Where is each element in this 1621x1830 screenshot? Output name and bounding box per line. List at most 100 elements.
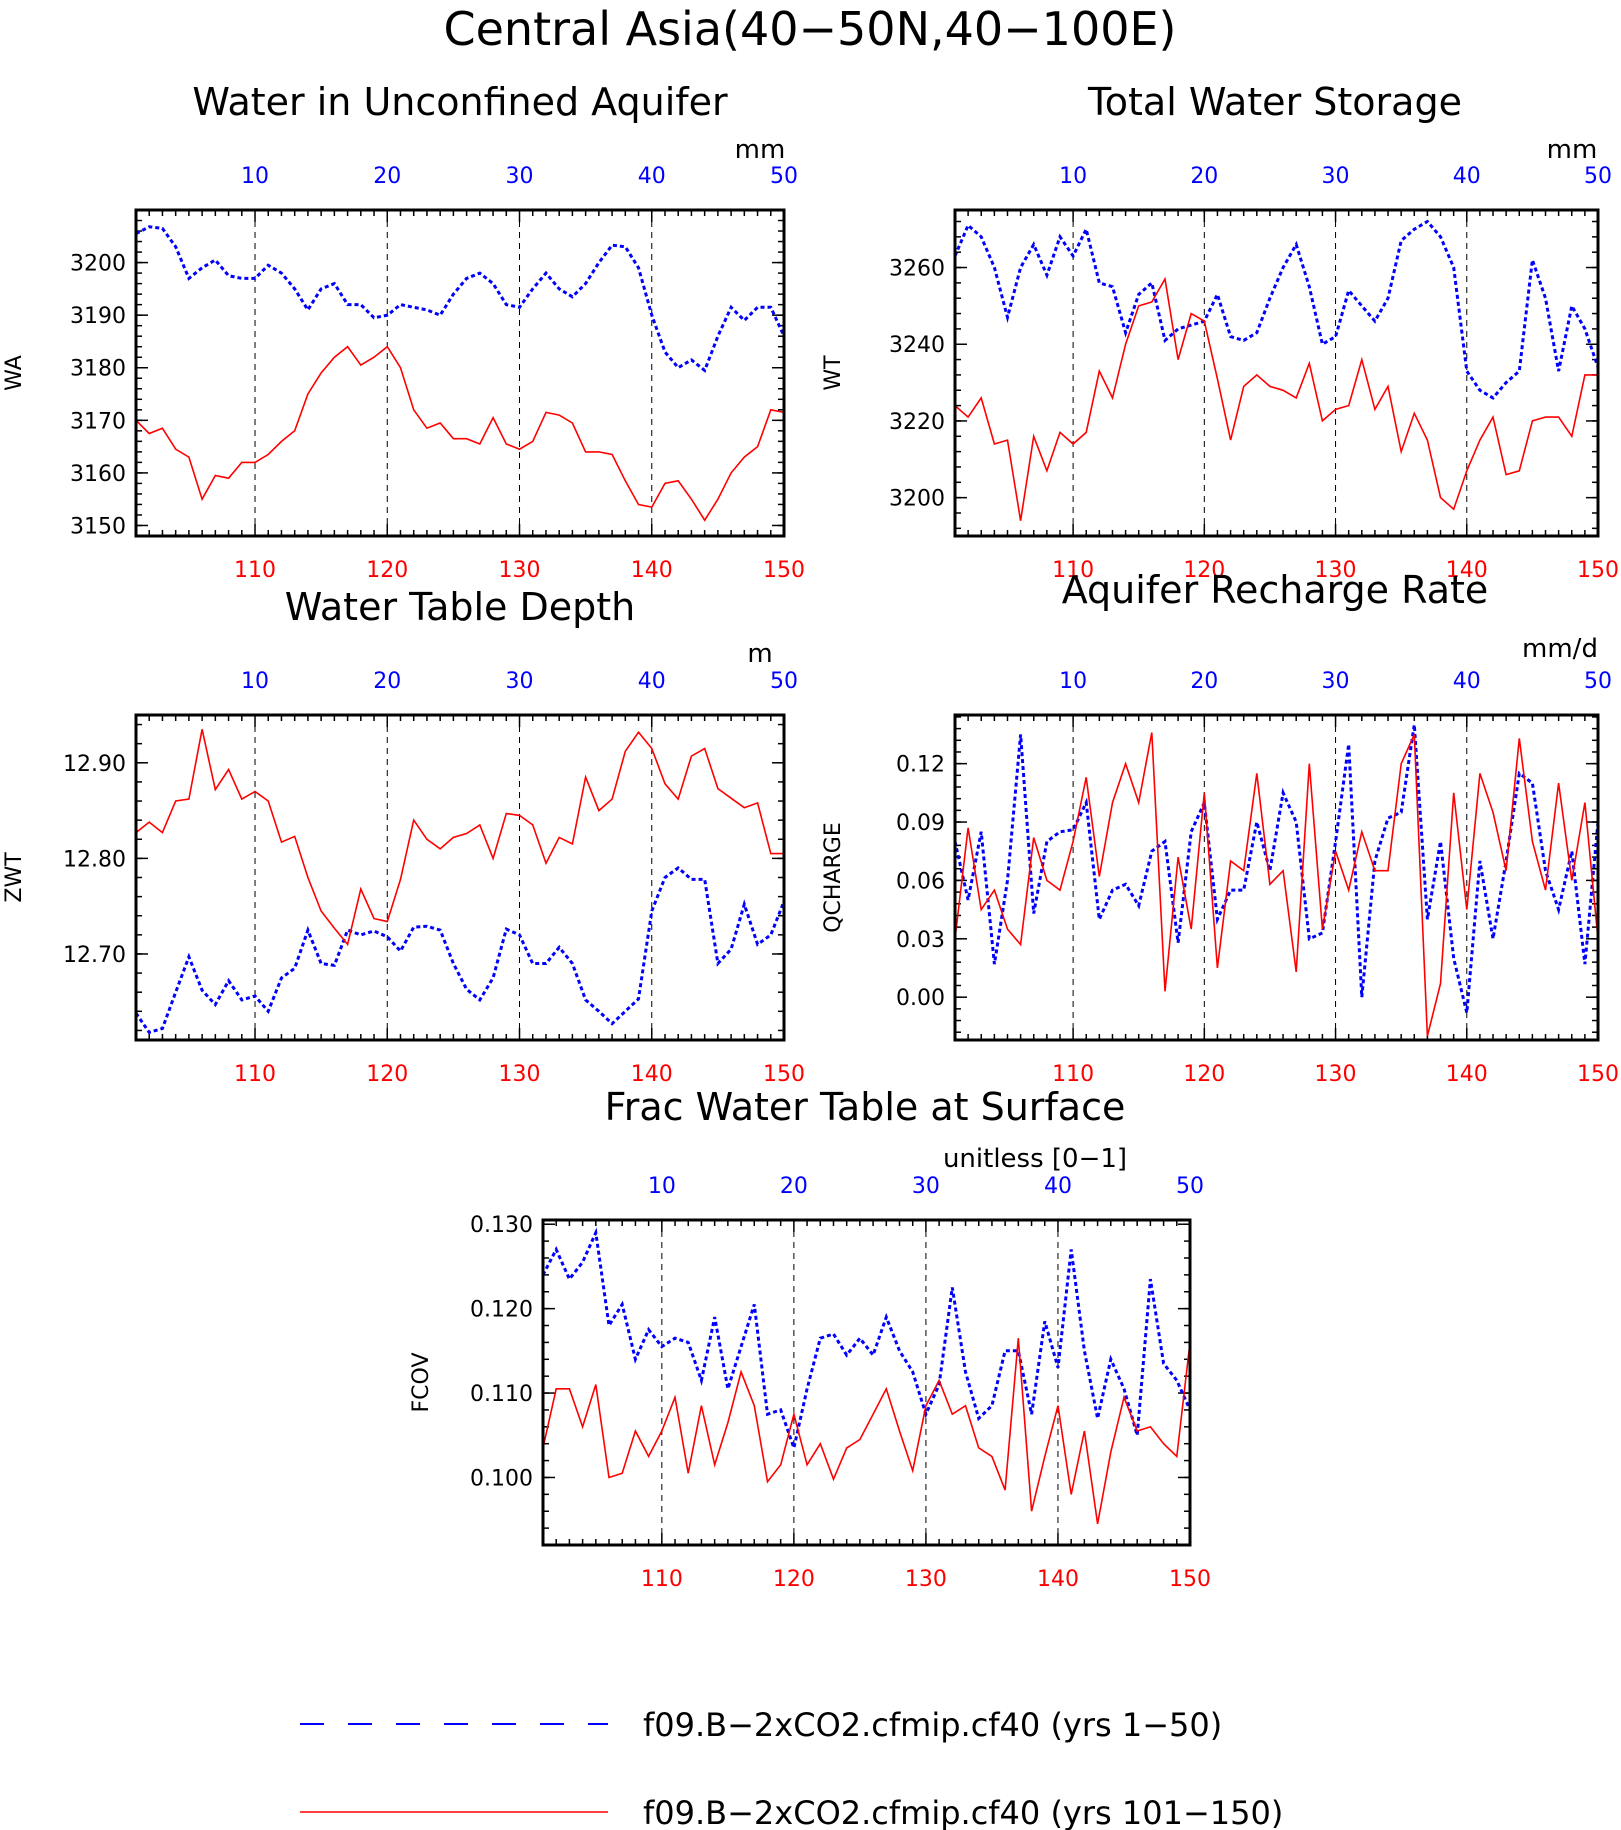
panel-title: Water in Unconfined Aquifer <box>192 80 728 124</box>
top-tick-label: 30 <box>506 669 534 694</box>
top-tick-label: 40 <box>638 164 666 189</box>
bottom-tick-label: 150 <box>763 558 805 583</box>
y-tick-label: 0.110 <box>470 1382 533 1407</box>
plot-frame <box>953 713 1600 1042</box>
top-tick-label: 50 <box>770 164 798 189</box>
bottom-tick-label: 130 <box>1315 558 1357 583</box>
legend: f09.B−2xCO2.cfmip.cf40 (yrs 1−50) f09.B−… <box>300 1706 1283 1830</box>
series-line-yrs-101-150 <box>542 1338 1191 1525</box>
series-line-yrs-101-150 <box>135 345 785 522</box>
plot-frame <box>953 208 1600 538</box>
top-tick-label: 50 <box>1584 164 1612 189</box>
bottom-tick-label: 130 <box>499 558 541 583</box>
y-tick-label: 0.09 <box>896 811 945 836</box>
y-tick-label: 0.130 <box>470 1213 533 1238</box>
panel-total-water-storage: Total Water Storage mm WT 10 20 30 40 50 110 120 1… <box>821 80 1619 583</box>
bottom-tick-label: 110 <box>1052 1062 1094 1087</box>
top-tick-label: 20 <box>373 669 401 694</box>
top-tick-label: 50 <box>1584 669 1612 694</box>
bottom-tick-label: 140 <box>1037 1567 1079 1592</box>
y-tick-label: 3260 <box>889 257 945 282</box>
series-line-yrs-1-50 <box>953 724 1600 1014</box>
panel-title: Total Water Storage <box>1087 80 1462 124</box>
bottom-tick-label: 140 <box>1446 558 1488 583</box>
top-tick-label: 20 <box>1190 669 1218 694</box>
y-tick-label: 0.100 <box>470 1466 533 1491</box>
panel-title: Frac Water Table at Surface <box>605 1085 1126 1129</box>
bottom-tick-label: 150 <box>1577 1062 1619 1087</box>
y-axis-label: ZWT <box>2 852 27 903</box>
legend-label-red: f09.B−2xCO2.cfmip.cf40 (yrs 101−150) <box>643 1794 1283 1830</box>
bottom-tick-label: 150 <box>1169 1567 1211 1592</box>
y-tick-label: 3180 <box>70 357 126 382</box>
y-tick-label: 3160 <box>70 462 126 487</box>
top-tick-label: 10 <box>1059 669 1087 694</box>
y-axis-label: QCHARGE <box>821 822 846 933</box>
top-tick-label: 10 <box>1059 164 1087 189</box>
plot-frame <box>134 713 786 1042</box>
top-tick-label: 40 <box>1044 1174 1072 1199</box>
legend-label-blue: f09.B−2xCO2.cfmip.cf40 (yrs 1−50) <box>643 1706 1222 1744</box>
y-tick-label: 3200 <box>70 252 126 277</box>
top-tick-label: 50 <box>770 669 798 694</box>
y-tick-label: 0.03 <box>896 928 945 953</box>
y-tick-label: 3240 <box>889 333 945 358</box>
y-axis-label: WA <box>2 355 27 391</box>
top-tick-label: 50 <box>1176 1174 1204 1199</box>
top-tick-label: 10 <box>241 669 269 694</box>
top-tick-label: 20 <box>780 1174 808 1199</box>
top-tick-label: 30 <box>1322 669 1350 694</box>
y-tick-label: 0.00 <box>896 986 945 1011</box>
top-tick-label: 40 <box>1453 669 1481 694</box>
figure-title: Central Asia(40−50N,40−100E) <box>444 2 1177 56</box>
plot-frame <box>541 1218 1192 1547</box>
series-line-yrs-1-50 <box>134 865 786 1035</box>
units-label: mm <box>735 135 786 165</box>
top-tick-label: 40 <box>1453 164 1481 189</box>
bottom-tick-label: 140 <box>1446 1062 1488 1087</box>
y-tick-label: 12.80 <box>63 847 126 872</box>
series-line-yrs-101-150 <box>135 729 784 947</box>
plot-frame <box>134 208 786 538</box>
units-label: mm <box>1547 135 1598 165</box>
y-tick-label: 3150 <box>70 514 126 539</box>
units-label: unitless [0−1] <box>943 1144 1127 1174</box>
y-tick-label: 3200 <box>889 487 945 512</box>
top-tick-label: 30 <box>912 1174 940 1199</box>
bottom-tick-label: 110 <box>234 558 276 583</box>
bottom-tick-label: 120 <box>1183 558 1225 583</box>
series-line-yrs-1-50 <box>135 225 786 373</box>
y-tick-label: 0.06 <box>896 869 945 894</box>
units-label: m <box>747 639 772 669</box>
series-line-yrs-101-150 <box>954 732 1599 1037</box>
bottom-tick-label: 110 <box>234 1062 276 1087</box>
series-line-yrs-1-50 <box>541 1227 1192 1454</box>
panel-aquifer-recharge-rate: Aquifer Recharge Rate mm/d QCHARGE 10 20 30 40… <box>821 568 1619 1087</box>
top-tick-label: 30 <box>506 164 534 189</box>
y-tick-label: 3220 <box>889 410 945 435</box>
series-line-yrs-1-50 <box>953 219 1600 400</box>
top-tick-label: 30 <box>1322 164 1350 189</box>
bottom-tick-label: 110 <box>1052 558 1094 583</box>
y-tick-label: 0.12 <box>896 753 945 778</box>
bottom-tick-label: 120 <box>773 1567 815 1592</box>
top-tick-label: 10 <box>648 1174 676 1199</box>
bottom-tick-label: 120 <box>366 1062 408 1087</box>
y-tick-label: 12.70 <box>63 943 126 968</box>
bottom-tick-label: 150 <box>763 1062 805 1087</box>
bottom-tick-label: 140 <box>631 558 673 583</box>
y-tick-label: 3170 <box>70 409 126 434</box>
units-label: mm/d <box>1522 634 1598 664</box>
panel-title: Water Table Depth <box>285 585 636 629</box>
bottom-tick-label: 130 <box>499 1062 541 1087</box>
bottom-tick-label: 120 <box>366 558 408 583</box>
panel-title: Aquifer Recharge Rate <box>1062 568 1489 612</box>
panel-water-table-depth: Water Table Depth m ZWT 10 20 30 40 50 110 120 130… <box>2 585 805 1087</box>
bottom-tick-label: 130 <box>905 1567 947 1592</box>
bottom-tick-label: 140 <box>631 1062 673 1087</box>
bottom-tick-label: 110 <box>641 1567 683 1592</box>
top-tick-label: 20 <box>1190 164 1218 189</box>
bottom-tick-label: 130 <box>1315 1062 1357 1087</box>
